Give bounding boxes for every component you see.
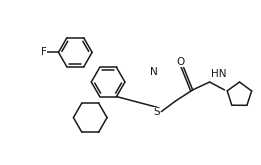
Text: S: S [153,107,160,117]
Text: O: O [177,57,185,67]
Text: HN: HN [211,69,226,79]
Text: N: N [150,67,158,77]
Text: F: F [41,47,47,57]
